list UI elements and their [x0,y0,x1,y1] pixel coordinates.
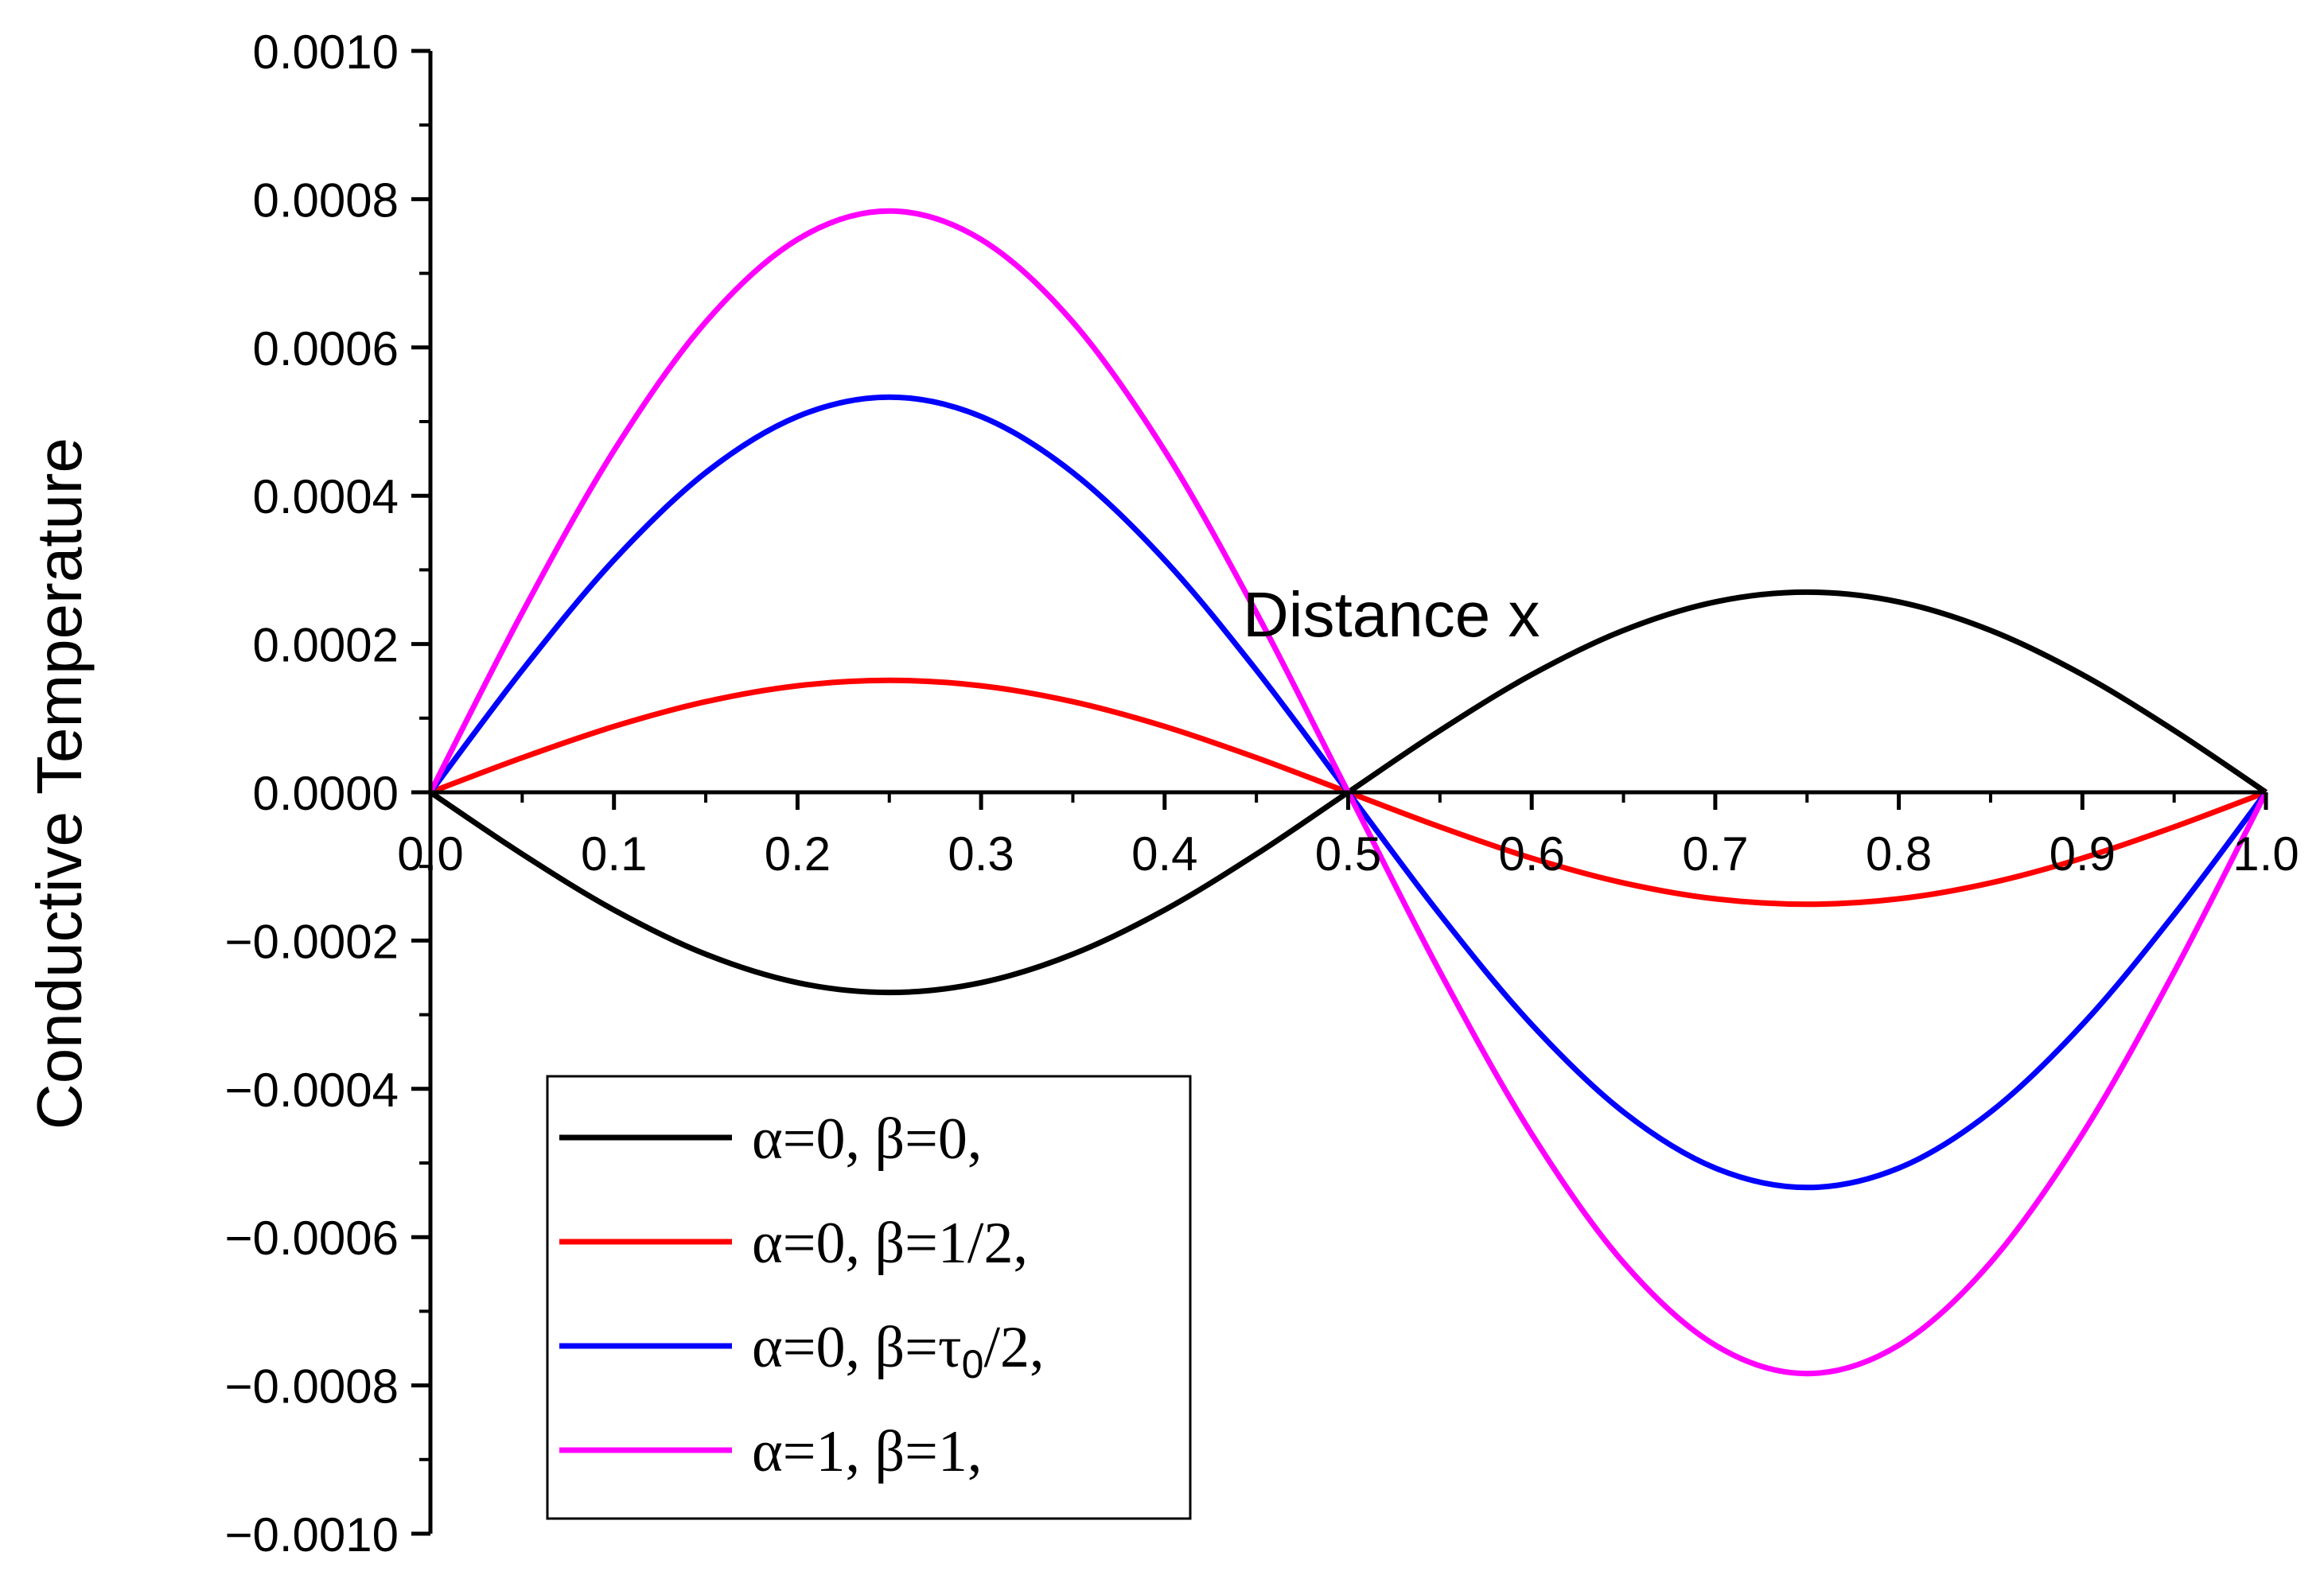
x-tick-label: 0.5 [1315,827,1381,881]
x-tick-label: 0.4 [1131,827,1197,881]
legend-label-3: α=0, β=τ0/2, [752,1315,1045,1387]
legend: α=0, β=0, α=0, β=1/2, α=0, β=τ0/2, α=1, β=1… [546,1075,1192,1520]
y-tick-label: 0.0000 [252,767,399,820]
y-tick-label: 0.0004 [252,470,399,523]
x-tick-label: 0.1 [581,827,647,881]
y-tick-label: −0.0010 [224,1508,399,1562]
y-tick-label: 0.0006 [252,322,399,375]
x-tick-label: 0.3 [948,827,1014,881]
y-axis-title: Conductive Temperature [24,438,95,1130]
x-tick-label: 0.2 [765,827,831,881]
x-tick-label: 0.6 [1498,827,1564,881]
y-tick-label: −0.0006 [224,1212,399,1265]
x-tick-label: 0.8 [1866,827,1932,881]
y-tick-label: 0.0010 [252,25,399,79]
x-axis-title: Distance x [1243,579,1540,650]
y-tick-label: −0.0002 [224,915,399,968]
y-tick-label: −0.0004 [224,1064,399,1117]
axes: 0.0010 0.0008 0.0006 0.0004 0.0002 0.0000 −0.0… [224,25,2299,1562]
legend-box [546,1075,1192,1520]
y-tick-label: −0.0008 [224,1360,399,1414]
x-tick-label: 1.0 [2233,827,2299,881]
x-tick-label: 0.7 [1682,827,1748,881]
x-tick-label: 0.0 [397,827,463,881]
legend-label-2: α=0, β=1/2, [752,1211,1028,1276]
y-tick-label: 0.0002 [252,619,399,672]
x-tick-label: 0.9 [2050,827,2116,881]
y-tick-label: 0.0008 [252,173,399,227]
legend-label-4: α=1, β=1, [752,1419,982,1484]
legend-label-1: α=0, β=0, [752,1107,982,1172]
